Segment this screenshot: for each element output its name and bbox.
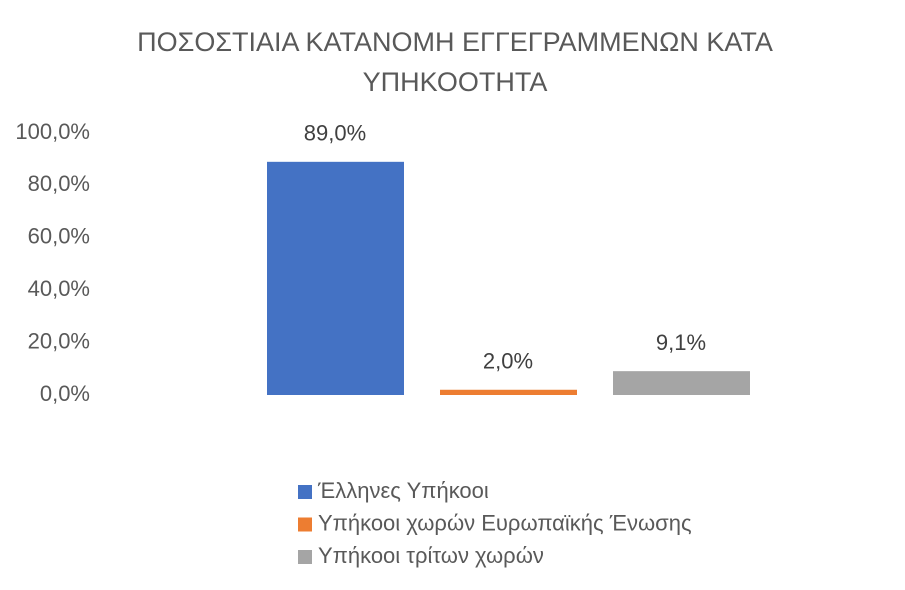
y-tick-label: 20,0% bbox=[28, 328, 90, 353]
legend-swatch bbox=[298, 517, 312, 532]
bar bbox=[267, 161, 404, 395]
legend-swatch bbox=[298, 485, 312, 499]
y-tick-label: 60,0% bbox=[28, 224, 90, 249]
value-label: 2,0% bbox=[483, 349, 533, 374]
legend-label: Υπήκοοι χωρών Ευρωπαϊκής Ένωσης bbox=[318, 510, 692, 535]
y-tick-label: 40,0% bbox=[28, 276, 90, 301]
bar bbox=[613, 371, 750, 395]
value-label: 9,1% bbox=[656, 330, 706, 355]
chart-title: ΠΟΣΟΣΤΙΑΙΑ ΚΑΤΑΝΟΜΗ ΕΓΓΕΓΡΑΜΜΕΝΩΝ ΚΑΤΑ Υ… bbox=[137, 27, 773, 97]
legend-label: Υπήκοοι τρίτων χωρών bbox=[318, 543, 544, 568]
value-label: 89,0% bbox=[304, 121, 366, 146]
y-tick-label: 0,0% bbox=[40, 381, 90, 406]
legend-swatch bbox=[298, 550, 312, 564]
legend-label: Έλληνες Υπήκοοι bbox=[317, 478, 489, 503]
y-tick-label: 100,0% bbox=[15, 119, 90, 144]
bar bbox=[440, 389, 577, 395]
y-tick-label: 80,0% bbox=[28, 171, 90, 196]
